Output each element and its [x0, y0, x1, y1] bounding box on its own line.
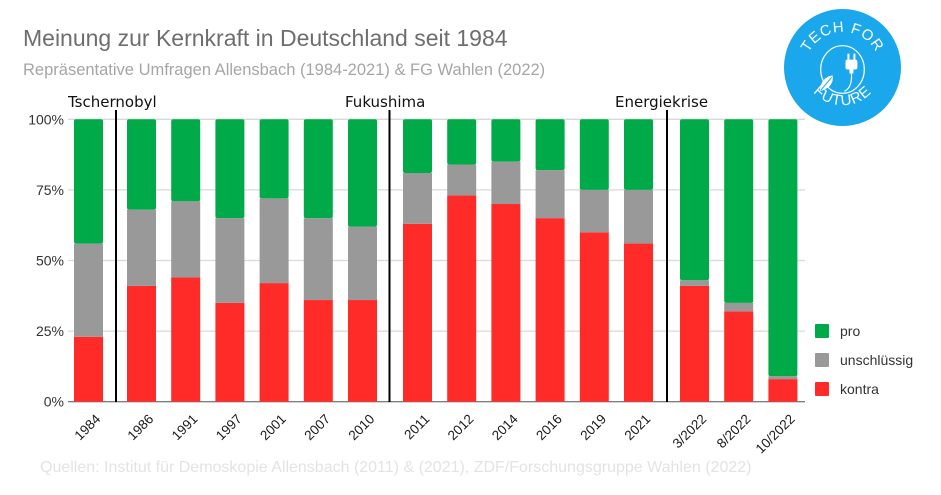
y-tick-label: 75%: [36, 182, 64, 198]
bar-segment-unschlssig[interactable]: [680, 280, 709, 286]
bar-segment-pro[interactable]: [215, 119, 245, 219]
bar-segment-unschlssig[interactable]: [74, 243, 103, 337]
legend-label: pro: [840, 323, 860, 339]
bar-segment-unschlssig[interactable]: [403, 172, 432, 224]
bar-segment-kontra[interactable]: [447, 195, 477, 402]
x-tick-label: 1991: [169, 411, 201, 443]
bar-segment-unschlssig[interactable]: [303, 218, 333, 301]
bar-segment-pro[interactable]: [491, 119, 521, 162]
y-tick-label: 25%: [36, 323, 64, 339]
legend-swatch-kontra: [815, 382, 829, 396]
legend-swatch-pro: [815, 324, 829, 338]
bar-segment-pro[interactable]: [171, 119, 201, 202]
event-annotation-label: Tschernobyl: [67, 93, 157, 111]
x-tick-label: 2001: [257, 411, 289, 443]
bar-segment-unschlssig[interactable]: [579, 189, 609, 233]
y-tick-label: 0%: [44, 394, 64, 410]
bar-segment-pro[interactable]: [768, 119, 798, 377]
bar-segment-pro[interactable]: [403, 119, 432, 173]
x-tick-label: 2014: [489, 411, 521, 443]
bar-segment-kontra[interactable]: [259, 283, 289, 402]
bar-segment-pro[interactable]: [535, 119, 565, 171]
bar-segment-unschlssig[interactable]: [259, 198, 289, 284]
plug-leaf-icon: [819, 45, 865, 94]
event-annotation-label: Fukushima: [345, 93, 425, 111]
bar-segment-pro[interactable]: [259, 119, 289, 199]
chart-title: Meinung zur Kernkraft in Deutschland sei…: [23, 25, 508, 51]
bar-segment-pro[interactable]: [624, 119, 653, 190]
x-tick-label: 1986: [125, 411, 157, 443]
chart-subtitle: Repräsentative Umfragen Allensbach (1984…: [23, 61, 546, 79]
bar-segment-unschlssig[interactable]: [535, 170, 565, 219]
bar-segment-pro[interactable]: [447, 119, 477, 165]
x-tick-label: 2019: [577, 411, 609, 443]
bar-segment-kontra[interactable]: [348, 300, 377, 402]
bar-segment-unschlssig[interactable]: [491, 161, 521, 205]
bar-segment-unschlssig[interactable]: [215, 218, 245, 303]
bar-segment-kontra[interactable]: [491, 204, 521, 402]
legend-swatch-unschlssig: [815, 353, 829, 367]
source-note: Quellen: Institut für Demoskopie Allensb…: [40, 459, 752, 476]
x-tick-label: 1997: [213, 411, 245, 443]
x-tick-label: 2010: [346, 411, 378, 443]
x-tick-label: 2016: [533, 411, 565, 443]
x-tick-label: 2021: [622, 411, 654, 443]
bar-segment-pro[interactable]: [579, 119, 609, 190]
x-tick-label: 1984: [72, 411, 104, 443]
bar-segment-kontra[interactable]: [724, 311, 754, 402]
bar-segment-pro[interactable]: [74, 119, 103, 244]
bar-segment-kontra[interactable]: [403, 223, 432, 402]
bar-segment-kontra[interactable]: [127, 285, 156, 402]
bar-segment-pro[interactable]: [303, 119, 333, 219]
bar-segment-unschlssig[interactable]: [724, 302, 754, 312]
x-tick-label: 2012: [445, 411, 477, 443]
bar-segment-kontra[interactable]: [171, 277, 201, 402]
bar-segment-kontra[interactable]: [768, 379, 798, 402]
bar-segment-unschlssig[interactable]: [171, 201, 201, 278]
bar-segment-pro[interactable]: [680, 119, 709, 281]
bar-segment-pro[interactable]: [127, 119, 156, 210]
x-tick-label: 2007: [301, 411, 333, 443]
bar-segment-kontra[interactable]: [215, 302, 245, 402]
bar-segment-kontra[interactable]: [624, 243, 653, 402]
bar-segment-pro[interactable]: [348, 119, 377, 227]
bar-segment-unschlssig[interactable]: [624, 189, 653, 244]
y-tick-label: 100%: [28, 111, 64, 127]
bar-segment-kontra[interactable]: [303, 300, 333, 402]
legend-label: unschlüssig: [840, 352, 913, 368]
bar-segment-unschlssig[interactable]: [127, 209, 156, 286]
tech-for-future-logo: TECH FOR FUTURE: [783, 8, 902, 127]
y-tick-label: 50%: [36, 253, 64, 269]
x-tick-label: 2011: [401, 411, 432, 442]
bar-segment-kontra[interactable]: [74, 336, 103, 402]
x-tick-label: 3/2022: [670, 411, 710, 451]
logo-circle: [783, 8, 902, 127]
bar-segment-kontra[interactable]: [579, 232, 609, 402]
x-tick-label: 8/2022: [714, 411, 754, 451]
bar-segment-unschlssig[interactable]: [348, 226, 377, 301]
x-tick-label: 10/2022: [753, 411, 798, 456]
event-annotation-label: Energiekrise: [615, 93, 708, 111]
bar-segment-unschlssig[interactable]: [768, 376, 798, 380]
legend-label: kontra: [840, 381, 879, 397]
bar-segment-kontra[interactable]: [535, 218, 565, 402]
bar-segment-pro[interactable]: [724, 119, 754, 303]
bar-segment-kontra[interactable]: [680, 285, 709, 402]
bar-segment-unschlssig[interactable]: [447, 164, 477, 196]
